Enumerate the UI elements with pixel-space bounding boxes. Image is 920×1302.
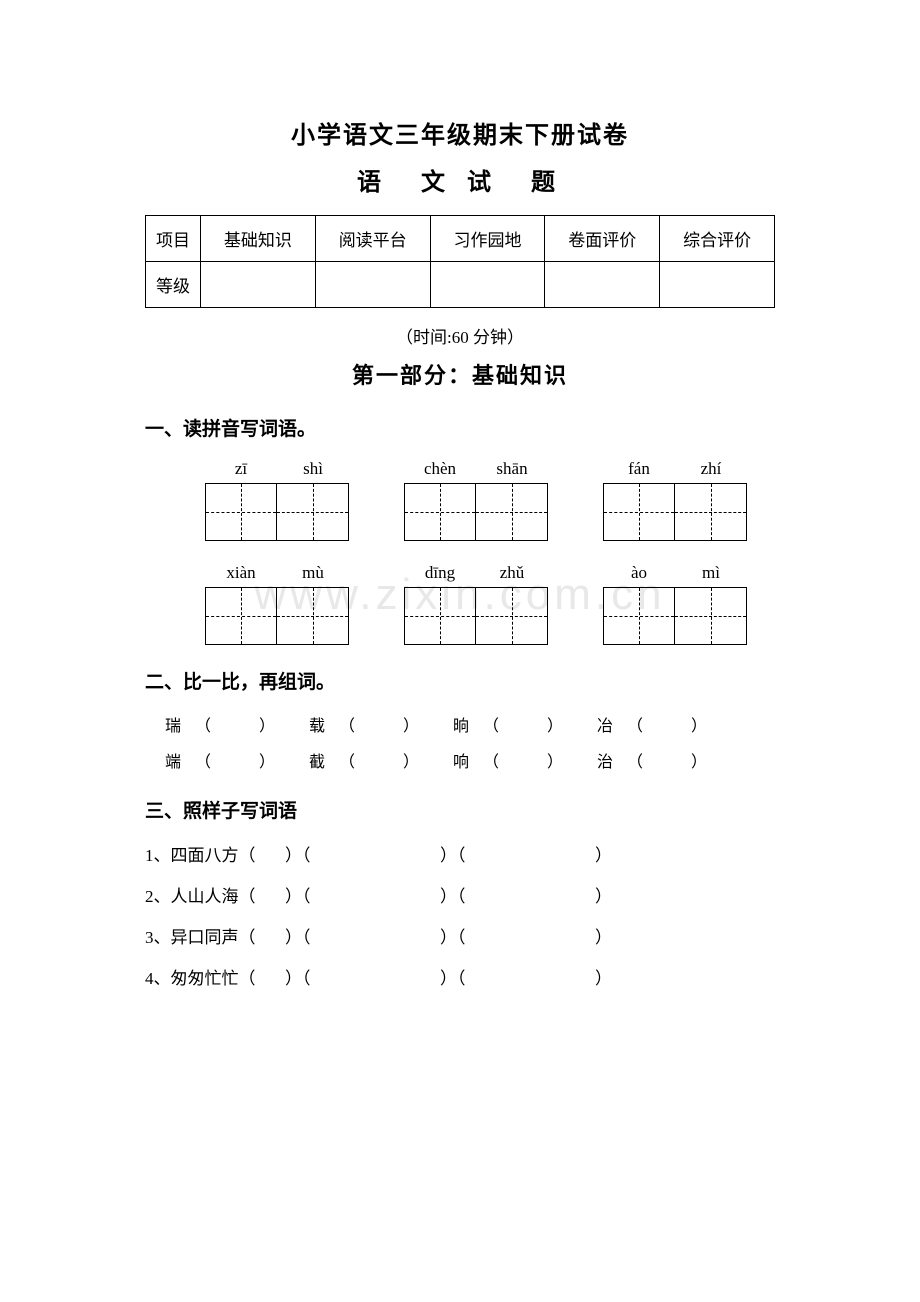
blank-space[interactable]: ）（ [440,923,595,948]
char-input-box[interactable] [277,587,349,645]
table-cell[interactable] [660,262,775,308]
main-title: 小学语文三年级期末下册试卷 [145,115,775,150]
pinyin-label: mù [277,563,349,583]
table-cell: 项目 [146,216,201,262]
table-cell[interactable] [430,262,545,308]
example-label: 2、人山人海（ [145,882,285,907]
example-row: 3、异口同声（ ）（ ）（ ） [145,923,775,948]
table-cell: 等级 [146,262,201,308]
compare-char: 截 [309,748,339,772]
pinyin-group: ào mì [603,563,747,645]
char-input-box[interactable] [205,483,277,541]
section-heading: 二、比一比，再组词。 [145,667,775,694]
sub-title: 语 文 试 题 [145,162,775,197]
table-row: 等级 [146,262,775,308]
char-input-box[interactable] [675,483,747,541]
char-input-box[interactable] [603,483,675,541]
pinyin-label: ào [603,563,675,583]
blank-space[interactable]: ） [595,964,750,989]
example-row: 1、四面八方（ ）（ ）（ ） [145,841,775,866]
blank-space[interactable]: ）（ [285,882,440,907]
pinyin-group: dīng zhǔ [404,563,548,645]
pinyin-label: shān [476,459,548,479]
blank-space[interactable]: ）（ [440,964,595,989]
char-input-box[interactable] [205,587,277,645]
pinyin-label: zī [205,459,277,479]
blank-space[interactable]: ）（ [285,841,440,866]
pinyin-row: zī shì chèn shān fán zhí [145,459,775,541]
pinyin-group: xiàn mù [205,563,349,645]
blank-space[interactable]: ）（ [285,964,440,989]
pinyin-group: chèn shān [404,459,548,541]
example-label: 4、匆匆忙忙（ [145,964,285,989]
table-cell: 基础知识 [201,216,316,262]
blank-paren[interactable]: （ ） [627,748,737,772]
char-input-box[interactable] [404,483,476,541]
blank-paren[interactable]: （ ） [195,712,305,736]
score-table: 项目 基础知识 阅读平台 习作园地 卷面评价 综合评价 等级 [145,215,775,308]
section-heading: 一、读拼音写词语。 [145,414,775,441]
example-row: 4、匆匆忙忙（ ）（ ）（ ） [145,964,775,989]
char-input-box[interactable] [404,587,476,645]
table-cell: 习作园地 [430,216,545,262]
compare-row: 瑞（ ） 载（ ） 晌（ ） 冶（ ） [145,712,775,736]
pinyin-group: zī shì [205,459,349,541]
example-label: 1、四面八方（ [145,841,285,866]
part-title: 第一部分：基础知识 [145,358,775,390]
table-cell: 阅读平台 [315,216,430,262]
pinyin-label: dīng [404,563,476,583]
pinyin-group: fán zhí [603,459,747,541]
blank-space[interactable]: ）（ [440,841,595,866]
table-cell: 卷面评价 [545,216,660,262]
pinyin-label: mì [675,563,747,583]
char-input-box[interactable] [476,587,548,645]
table-row: 项目 基础知识 阅读平台 习作园地 卷面评价 综合评价 [146,216,775,262]
section-heading: 三、照样子写词语 [145,796,775,823]
example-label: 3、异口同声（ [145,923,285,948]
char-input-box[interactable] [277,483,349,541]
blank-space[interactable]: ） [595,882,750,907]
pinyin-label: chèn [404,459,476,479]
compare-char: 晌 [453,712,483,736]
table-cell[interactable] [315,262,430,308]
pinyin-label: xiàn [205,563,277,583]
blank-space[interactable]: ）（ [285,923,440,948]
pinyin-label: shì [277,459,349,479]
blank-paren[interactable]: （ ） [339,712,449,736]
char-input-box[interactable] [476,483,548,541]
blank-space[interactable]: ） [595,923,750,948]
pinyin-label: fán [603,459,675,479]
pinyin-label: zhí [675,459,747,479]
blank-space[interactable]: ） [595,841,750,866]
compare-char: 冶 [597,712,627,736]
compare-char: 响 [453,748,483,772]
blank-space[interactable]: ）（ [440,882,595,907]
blank-paren[interactable]: （ ） [339,748,449,772]
pinyin-row: xiàn mù dīng zhǔ ào mì [145,563,775,645]
example-row: 2、人山人海（ ）（ ）（ ） [145,882,775,907]
blank-paren[interactable]: （ ） [483,748,593,772]
table-cell[interactable] [545,262,660,308]
table-cell: 综合评价 [660,216,775,262]
compare-char: 载 [309,712,339,736]
compare-char: 治 [597,748,627,772]
blank-paren[interactable]: （ ） [483,712,593,736]
compare-row: 端（ ） 截（ ） 响（ ） 治（ ） [145,748,775,772]
blank-paren[interactable]: （ ） [195,748,305,772]
time-note: （时间:60 分钟） [145,323,775,348]
char-input-box[interactable] [675,587,747,645]
blank-paren[interactable]: （ ） [627,712,737,736]
compare-char: 瑞 [165,712,195,736]
compare-char: 端 [165,748,195,772]
char-input-box[interactable] [603,587,675,645]
table-cell[interactable] [201,262,316,308]
pinyin-label: zhǔ [476,563,548,583]
